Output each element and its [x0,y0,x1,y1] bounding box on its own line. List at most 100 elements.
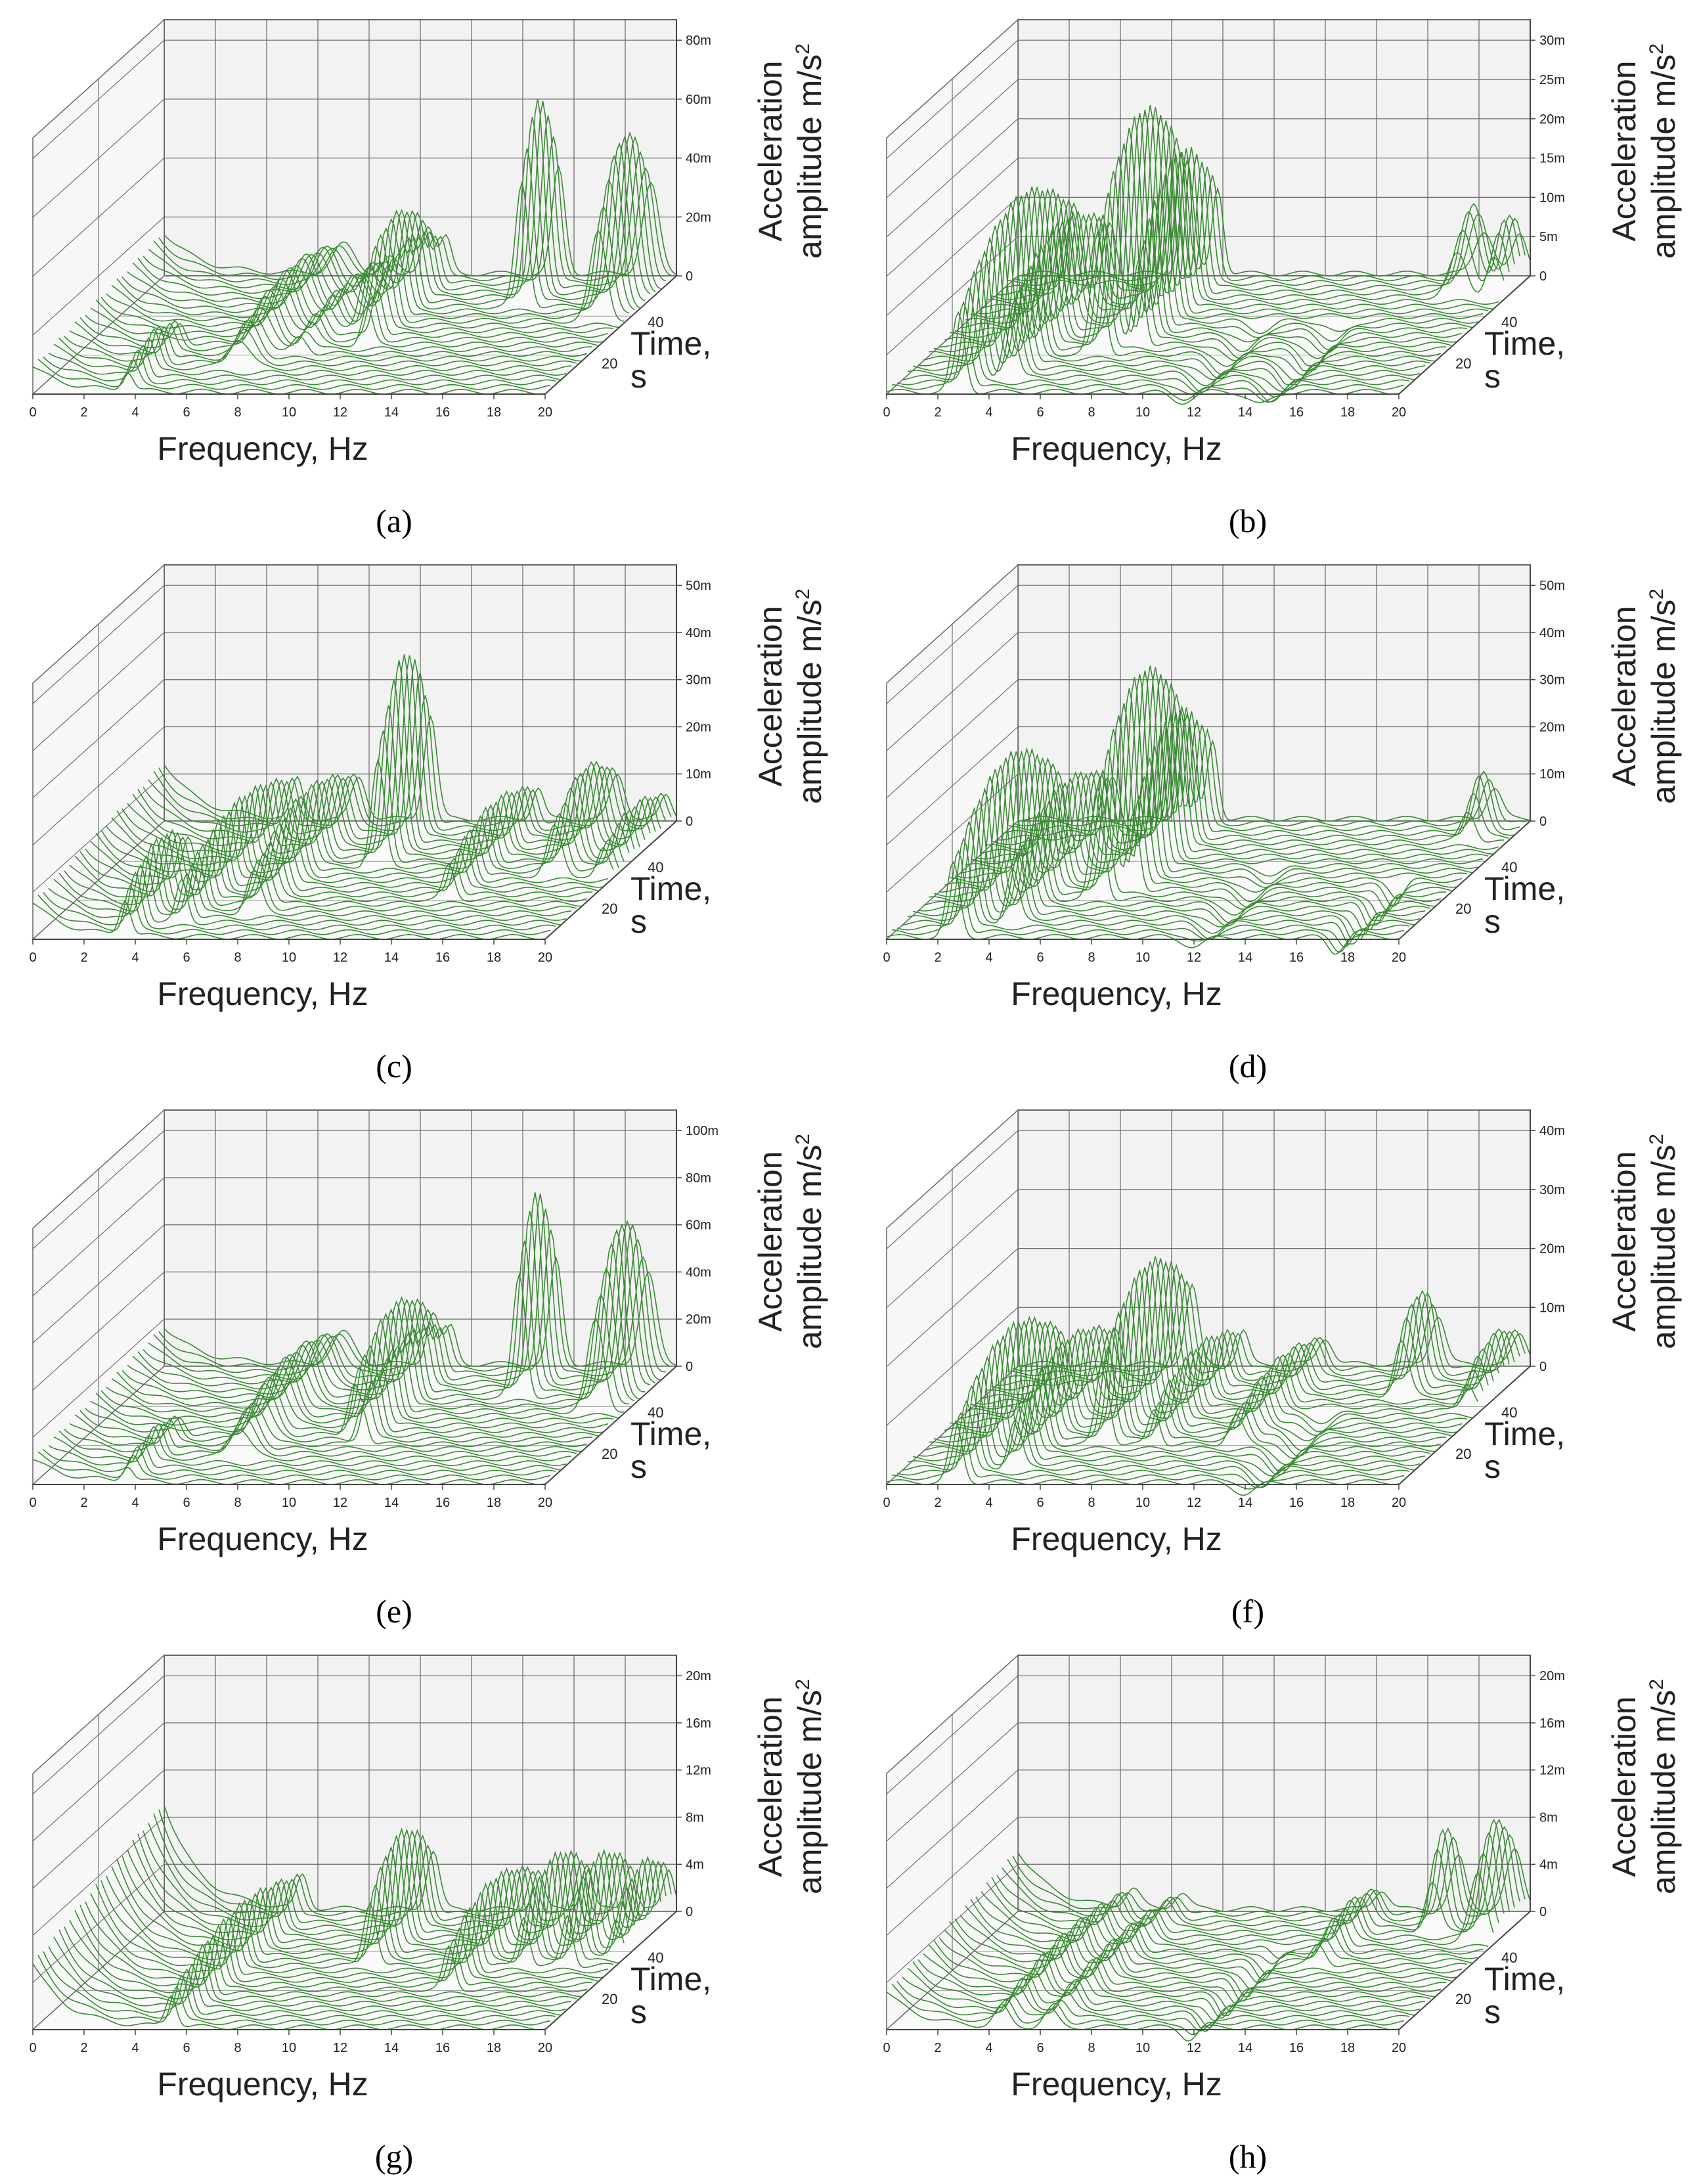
x-tick-label: 12 [333,950,347,965]
panel-caption: (d) [1229,1048,1267,1084]
x-tick-label: 20 [1392,950,1406,965]
x-tick-label: 2 [934,950,941,965]
z-axis-title-line2: amplitude m/s2 [791,589,828,804]
x-tick-label: 16 [1289,2041,1304,2055]
x-tick-label: 12 [1187,1496,1201,1510]
waterfall-trace [121,1846,635,1950]
waterfall-trace [996,1818,1510,1931]
waterfall-trace [53,855,567,922]
z-tick-label: 0 [1539,814,1547,829]
x-tick-label: 10 [1136,2041,1150,2055]
x-tick-label: 14 [384,405,399,420]
z-axis-title-line2: amplitude m/s2 [791,43,828,259]
z-tick-label: 20m [686,210,711,225]
z-tick-label: 30m [1539,673,1565,688]
t-tick-label: 20 [602,901,617,917]
z-tick-label: 25m [1539,73,1565,87]
t-tick-label: 20 [602,1446,617,1462]
z-tick-label: 60m [686,1218,711,1233]
waterfall-trace [928,1944,1442,2011]
panel-caption: (h) [1229,2138,1267,2175]
waterfall-trace [991,1260,1505,1391]
waterfall-trace [69,1919,583,1997]
x-tick-label: 4 [985,405,992,420]
x-tick-label: 6 [183,2041,190,2055]
z-tick-label: 16m [1539,1716,1565,1731]
z-axis-title-line2: amplitude m/s2 [1645,589,1682,804]
waterfall-trace [69,836,583,907]
time-axis-title-line2: s [630,1448,647,1485]
waterfall-trace [37,884,551,935]
z-tick-label: 40m [686,626,711,640]
waterfall-trace [158,1230,672,1372]
time-axis-title-line2: s [1484,1994,1501,2030]
z-axis-title-line1: Acceleration [752,606,789,786]
waterfall-trace [106,1331,619,1419]
waterfall-trace [74,1402,588,1448]
z-tick-label: 0 [686,1360,693,1374]
t-tick-label: 40 [1501,1950,1517,1966]
waterfall-trace [32,900,546,940]
waterfall-trace [981,1872,1494,1946]
waterfall-trace [975,1261,1489,1405]
waterfall-trace [121,705,635,860]
x-axis-title: Frequency, Hz [157,2066,368,2103]
z-tick-label: 0 [686,269,693,284]
x-tick-label: 8 [1088,2041,1095,2055]
z-axis-title-superscript: 2 [1646,589,1667,600]
waterfall-trace [148,100,661,291]
x-tick-label: 8 [234,1496,241,1510]
waterfall-trace [933,1334,1447,1460]
z-axis-title-line1: Acceleration [752,60,789,241]
waterfall-trace [79,307,593,353]
waterfall-trace [58,328,572,371]
waterfall-trace [954,143,1468,351]
x-axis-title: Frequency, Hz [1011,2066,1222,2103]
waterfall-trace [907,1374,1421,1483]
waterfall-trace [991,1832,1505,1936]
waterfall-trace [917,1959,1431,2019]
waterfall-trace [1017,1848,1531,1912]
time-axis-line [1398,275,1531,395]
waterfall-trace [79,1394,593,1443]
x-tick-label: 4 [985,2041,992,2055]
waterfall-trace [938,749,1452,912]
waterfall-trace [137,654,651,845]
time-axis-line [1398,820,1531,940]
x-tick-label: 0 [883,1496,890,1510]
x-tick-label: 20 [1392,405,1406,420]
x-tick-label: 2 [80,2041,87,2055]
waterfall-trace [127,1242,640,1400]
x-tick-label: 16 [435,405,450,420]
z-tick-label: 0 [1539,1360,1547,1374]
waterfall-trace [891,301,1405,403]
z-axis-title-line1: Acceleration [752,1151,789,1331]
waterfall-trace [132,142,646,305]
x-tick-label: 14 [384,950,399,965]
x-tick-label: 0 [29,405,36,420]
waterfall-trace [106,1875,619,1965]
x-tick-label: 12 [1187,2041,1201,2055]
z-tick-label: 30m [1539,1183,1565,1197]
z-axis-title-line1: Acceleration [752,1696,789,1877]
waterfall-trace [902,1976,1415,2032]
waterfall-trace [991,674,1504,845]
waterfall-trace [53,337,567,376]
time-axis-line [544,1366,677,1485]
x-tick-label: 20 [538,2041,552,2055]
x-tick-label: 14 [1238,950,1252,965]
time-axis-title-line1: Time, [1484,1961,1565,1997]
chart-panel-a: 0 2 4 6 8 10 12 14 16 18 20 0 20m 40m 60m 80m 20 40 Freque… [29,18,828,539]
waterfall-trace [891,1983,1405,2036]
waterfall-trace [954,1291,1468,1437]
waterfall-trace [896,1400,1410,1488]
z-axis-title-line2: amplitude m/s2 [1645,1134,1682,1349]
t-tick-label: 20 [602,1991,617,2007]
x-tick-label: 20 [1392,2041,1406,2055]
chart-panel-h: 0 2 4 6 8 10 12 14 16 18 20 0 4m 8m 12m 16m 20m 20 40 Frequ… [883,1654,1682,2175]
z-axis-title-line2: amplitude m/s2 [1645,43,1682,259]
waterfall-trace [907,1967,1421,2028]
waterfall-trace [37,1954,551,2026]
waterfall-trace [148,1823,661,1927]
